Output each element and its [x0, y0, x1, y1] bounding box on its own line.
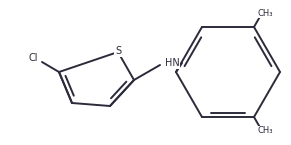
Text: CH₃: CH₃ — [257, 126, 273, 135]
Text: Cl: Cl — [28, 53, 38, 63]
Text: HN: HN — [165, 58, 179, 68]
Text: CH₃: CH₃ — [257, 9, 273, 18]
Text: S: S — [115, 46, 121, 56]
